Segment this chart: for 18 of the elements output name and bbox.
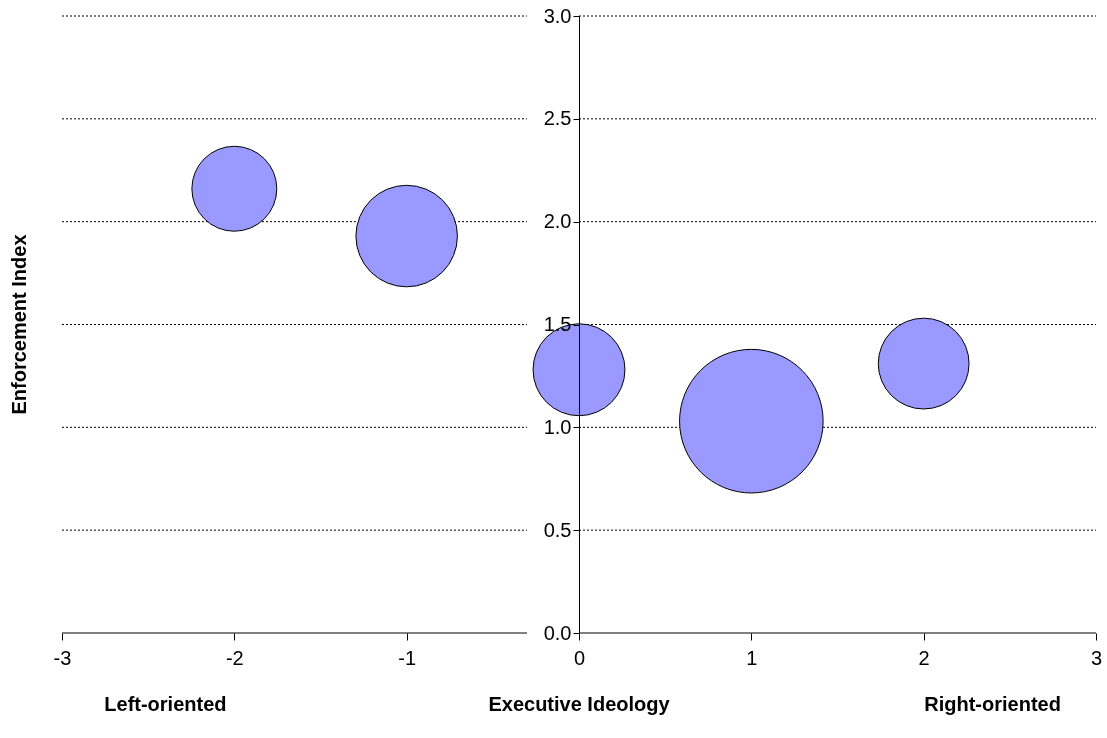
y-tick-label: 1.5 [543,313,572,335]
y-tick-label: 1.0 [543,415,572,438]
x-tick-label: -2 [225,646,244,669]
x-tick-label: 0 [573,646,586,669]
text: Left-oriented [104,693,227,715]
x-tick-label: 3 [1090,646,1103,669]
y-tick-label: 0.5 [543,518,572,541]
y-tick-label: 2.5 [543,107,572,130]
y-tick-label: 3.0 [543,4,572,27]
x-tick-label: -1 [398,646,417,669]
y-tick-label: 2.0 [543,210,572,233]
y-axis-title: Enforcement Index [8,234,30,415]
x-axis-title: Executive Ideology [488,693,671,715]
x-tick-label: -3 [53,646,72,669]
x-tick-label: 1 [746,646,758,669]
x-tick-label: 2 [918,646,930,669]
y-tick-label: 0.0 [543,621,572,644]
text: Right-oriented [924,693,1061,715]
